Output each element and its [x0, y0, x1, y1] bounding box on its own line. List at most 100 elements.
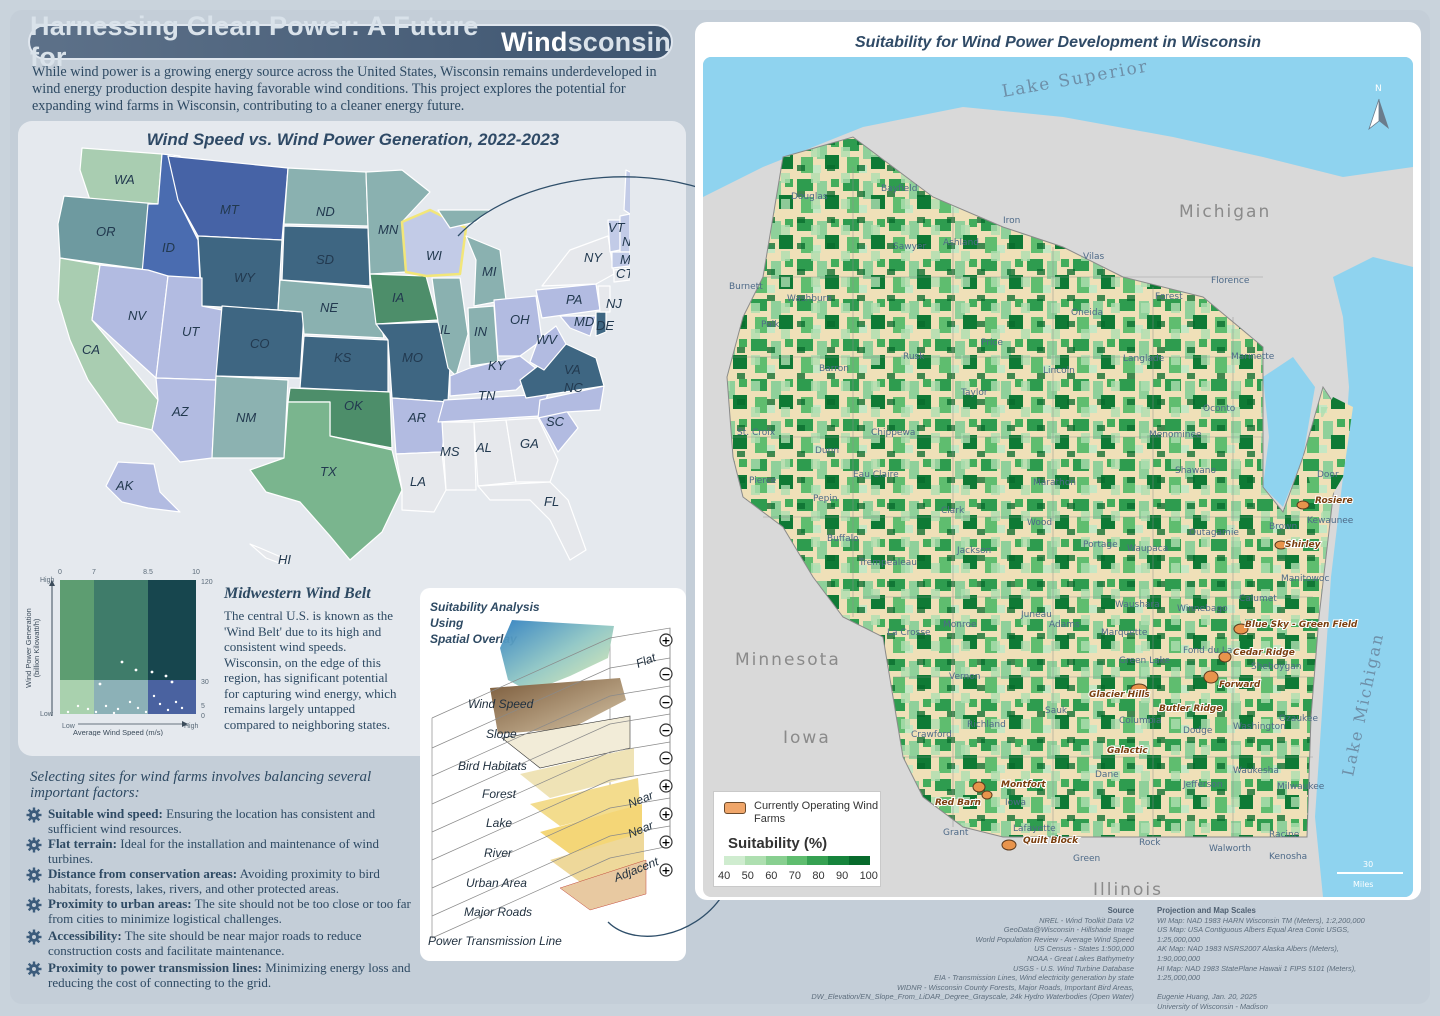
county-shawano: Shawano	[1175, 466, 1217, 476]
county-waukesha: Waukesha	[1233, 766, 1279, 776]
region-minnesota: Minnesota	[735, 650, 841, 670]
svg-text:+: +	[661, 634, 670, 647]
factor-name: Proximity to power transmission lines:	[48, 960, 263, 975]
affiliation-line: University of Wisconsin - Madison	[1157, 1001, 1268, 1011]
county-pierce: Pierce	[749, 476, 777, 486]
source-line: WIDNR - Wisconsin County Forests, Major …	[896, 982, 1134, 992]
layer-label-major-roads: Major Roads	[464, 905, 532, 919]
label-tx: TX	[320, 464, 338, 479]
label-nj: NJ	[606, 296, 622, 311]
overlay-stack-diagram: Wind Speed Slope Bird Habitats Forest La…	[428, 620, 673, 948]
svg-text:Miles: Miles	[1353, 880, 1373, 889]
county-price: Price	[981, 338, 1003, 348]
state-fl	[477, 481, 587, 561]
x-high-label: High	[184, 723, 199, 730]
label-ms: MS	[440, 444, 460, 459]
farm-label-blue-sky: Blue Sky - Green Field	[1245, 620, 1358, 630]
sign-wind-speed: +	[659, 633, 673, 647]
projection-heading: Projection and Map Scales	[1157, 906, 1256, 915]
projection-block: Projection and Map Scales WI Map: NAD 19…	[1157, 906, 1377, 1012]
label-oh: OH	[510, 312, 530, 327]
factor-name: Flat terrain:	[48, 836, 117, 851]
ramp-step	[849, 856, 871, 865]
county-st-croix: St. Croix	[737, 428, 776, 438]
sign-power: +	[659, 863, 673, 877]
county-outagamie: Outagamie	[1189, 528, 1239, 538]
sign-bird: −	[659, 695, 673, 709]
svg-text:30: 30	[1363, 860, 1373, 869]
label-wv: WV	[536, 332, 558, 347]
north-arrow-icon: N	[1368, 84, 1389, 131]
gear-icon	[26, 867, 42, 883]
county-ozaukee: Ozaukee	[1279, 714, 1318, 724]
lake-superior	[703, 57, 1413, 197]
county-kewaunee: Kewaunee	[1307, 516, 1354, 526]
region-iowa: Iowa	[783, 728, 831, 748]
factor-accessibility: Accessibility: The site should be near m…	[26, 928, 416, 958]
county-florence: Florence	[1211, 276, 1250, 286]
suitability-legend-title: Suitability (%)	[728, 835, 828, 852]
sign-slope: −	[659, 667, 673, 681]
county-sauk: Sauk	[1045, 706, 1068, 716]
gear-icon	[26, 837, 42, 853]
gear-icon	[26, 961, 42, 977]
label-mo: MO	[402, 350, 423, 365]
county-lincoln: Lincoln	[1043, 366, 1075, 376]
factor-flat-terrain: Flat terrain: Ideal for the installation…	[26, 836, 416, 866]
factors-intro: Selecting sites for wind farms involves …	[30, 769, 372, 801]
label-nh: NH	[622, 234, 630, 249]
green-bay	[1263, 357, 1315, 507]
source-line: US Census - States 1:500,000	[1034, 944, 1134, 954]
label-nv: NV	[128, 308, 147, 323]
x-tick-8-5: 8.5	[143, 569, 153, 576]
layer-label-wind-speed: Wind Speed	[468, 697, 534, 711]
factor-name: Distance from conservation areas:	[48, 866, 238, 881]
svg-text:+: +	[661, 864, 670, 877]
sign-forest: −	[659, 723, 673, 737]
state-hi	[249, 543, 289, 565]
county-adams: Adams	[1049, 620, 1080, 630]
layer-roads	[559, 859, 647, 911]
factor-text: The site should be near major roads to r…	[48, 928, 362, 958]
state-co	[215, 305, 305, 379]
label-ny: NY	[584, 250, 603, 265]
layer-label-urban-area: Urban Area	[466, 876, 527, 890]
state-tx	[249, 401, 403, 561]
county-la-crosse: La Crosse	[887, 628, 931, 638]
projection-line: HI Map: NAD 1983 StatePlane Hawaii 1 FIP…	[1157, 963, 1357, 983]
farm-forward	[1203, 670, 1219, 684]
sources-heading: Source	[1107, 906, 1134, 915]
y-tick-5: 5	[201, 703, 205, 710]
county-iowa: Iowa	[1005, 798, 1026, 808]
label-va: VA	[564, 362, 581, 377]
label-ks: KS	[334, 350, 352, 365]
factor-urban: Proximity to urban areas: The site shoul…	[26, 896, 416, 926]
suitability-ticks: 40 50 60 70 80 90 100	[718, 870, 878, 882]
tick: 40	[718, 870, 731, 882]
county-portage: Portage	[1083, 540, 1118, 550]
sign-urban: +	[659, 807, 673, 821]
stack-title-line-1: Suitability Analysis	[430, 600, 540, 614]
layer-label-slope: Slope	[486, 727, 517, 741]
state-nj	[597, 285, 611, 313]
svg-text:N: N	[1375, 84, 1382, 94]
county-oneida: Oneida	[1071, 308, 1103, 318]
label-mn: MN	[378, 222, 399, 237]
wind-belt-text: The central U.S. is known as the 'Wind B…	[224, 608, 397, 732]
wind-belt-title: Midwestern Wind Belt	[224, 585, 371, 602]
x-tick-10: 10	[192, 569, 200, 576]
county-richland: Richland	[967, 720, 1006, 730]
tick: 60	[765, 870, 778, 882]
county-polk: Polk	[761, 320, 780, 330]
tick: 50	[741, 870, 754, 882]
ramp-step	[765, 856, 787, 865]
farm-label-red-barn: Red Barn	[935, 798, 981, 808]
lake-michigan	[1315, 257, 1413, 897]
county-sawyer: Sawyer	[893, 242, 926, 252]
wi-map-legend: Currently Operating Wind Farms Suitabili…	[713, 791, 881, 887]
label-ky: KY	[488, 358, 507, 373]
farm-label-cedar-ridge: Cedar Ridge	[1233, 648, 1295, 658]
farm-blue-sky	[1233, 623, 1249, 635]
source-line: GeoData@Wisconsin - Hillshade Image	[1003, 925, 1134, 935]
farm-label-forward: Forward	[1219, 680, 1261, 690]
